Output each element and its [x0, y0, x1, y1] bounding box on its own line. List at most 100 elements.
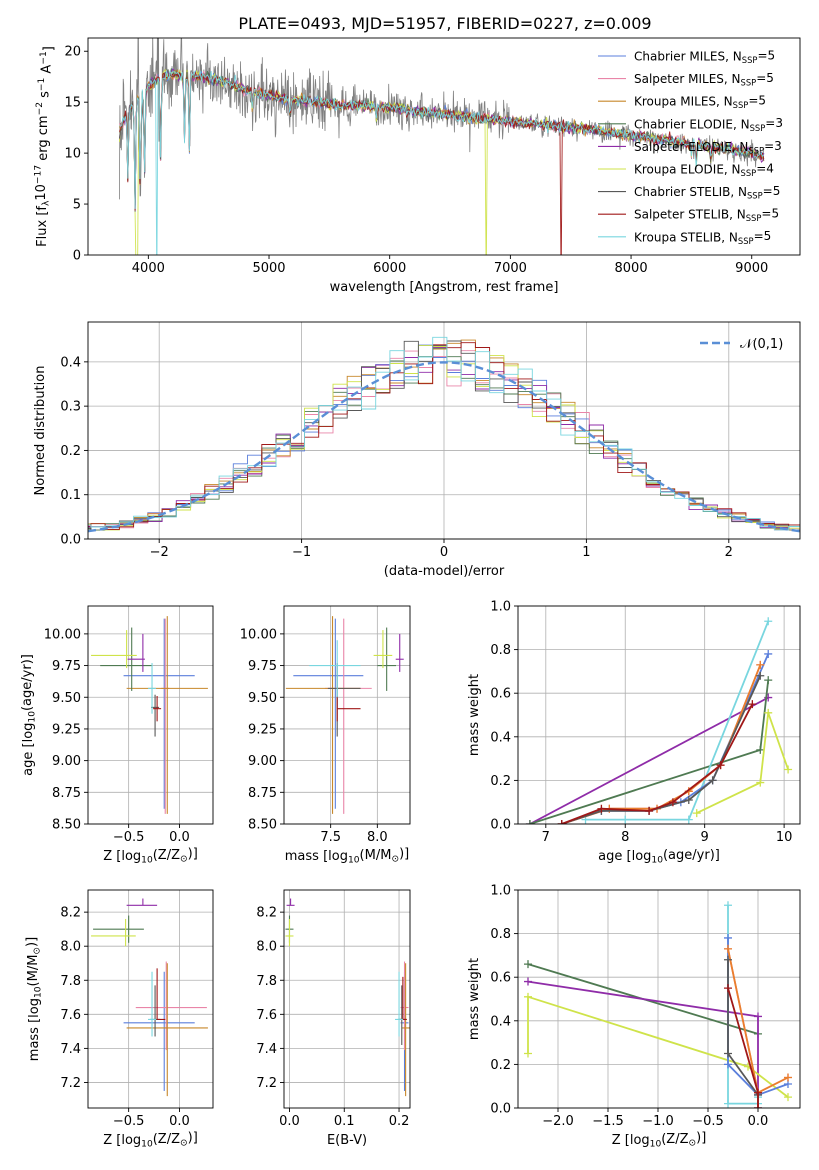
model-spectrum-kroupa-stelib: [119, 70, 765, 255]
y-axis-label: mass [log10(M/M⊙)]: [25, 937, 44, 1061]
axes-spine: [517, 605, 801, 825]
weight-point: [724, 901, 732, 910]
weight-series-salpeter-stelib: [724, 984, 762, 1108]
y-axis-label: Normed distribution: [33, 366, 48, 496]
y-tick-label: 0.6: [490, 687, 511, 702]
weight-point: [784, 1093, 792, 1102]
x-tick-label: 7.5: [320, 830, 341, 845]
weight-point: [645, 806, 654, 815]
y-tick-label: 0.0: [490, 818, 511, 833]
y-tick-label: 0.4: [490, 730, 511, 745]
errorbar-salpeter-miles: [161, 618, 170, 814]
y-tick-label: 9.25: [52, 722, 81, 737]
errorbar-kroupa-miles: [285, 616, 361, 814]
axes-spine: [283, 605, 411, 825]
x-tick-label: 7000: [494, 261, 527, 276]
y-tick-label: 8.75: [52, 786, 81, 801]
weight-series-kroupa-stelib: [581, 617, 773, 824]
gaussian-reference-line: [88, 361, 800, 533]
y-tick-label: 9.75: [248, 659, 277, 674]
y-tick-label: 0.8: [490, 927, 511, 942]
errorbar-salpeter-miles: [135, 961, 207, 1051]
axes-spine: [517, 889, 801, 1109]
x-axis-label: Z [log10(Z/Z⊙)]: [612, 1131, 707, 1150]
weight-point: [524, 992, 532, 1001]
x-tick-label: 0: [440, 545, 448, 560]
figure-title: PLATE=0493, MJD=51957, FIBERID=0227, z=0…: [238, 14, 651, 33]
weight-point: [716, 761, 725, 770]
y-tick-label: 8.50: [52, 818, 81, 833]
y-tick-label: 0.4: [490, 1014, 511, 1029]
errorbar-kroupa-miles: [126, 616, 208, 814]
errorbar-salpeter-elodie: [286, 898, 295, 906]
x-axis-label: wavelength [Angstrom, rest frame]: [330, 280, 559, 295]
weight-series-chabrier-miles: [557, 649, 773, 824]
y-tick-label: 0.4: [60, 355, 81, 370]
x-tick-label: −2: [150, 545, 169, 560]
y-tick-label: 7.4: [60, 1042, 81, 1057]
weight-point: [764, 676, 773, 685]
weight-point: [524, 960, 532, 969]
axes-spine: [87, 889, 214, 1109]
weight-point: [724, 1060, 732, 1069]
weight-point: [724, 1049, 732, 1058]
y-axis-label: mass weight: [467, 674, 482, 756]
x-axis-label: Z [log10(Z/Z⊙)]: [103, 847, 198, 866]
x-tick-label: 8000: [615, 261, 648, 276]
weight-point: [756, 671, 765, 680]
x-tick-label: 7: [542, 830, 550, 845]
x-axis-label: Z [log10(Z/Z⊙)]: [103, 1131, 198, 1150]
weight-point: [597, 804, 606, 813]
plot-area: [285, 898, 410, 1097]
weight-point: [784, 1073, 792, 1082]
axes-frame: −2.0 −1.5 −1.0 −0.5 0.0 0.0 0.2 0.4 0.6 0.8 1.0 Z […: [467, 884, 801, 1150]
errorbar-kroupa-elodie: [91, 630, 137, 669]
y-tick-label: 10.00: [240, 627, 277, 642]
axes-frame: 4000 5000 6000 7000 8000 9000 0 5 10 15 20 waveleng…: [33, 37, 801, 295]
y-axis-label: Flux [fλ10−17 erg cm−2 s−1 A−1]: [33, 46, 56, 247]
x-tick-label: −1.5: [592, 1114, 624, 1129]
plot-area: [525, 617, 793, 824]
errorbar-kroupa-elodie: [373, 630, 393, 669]
x-tick-label: 9: [701, 830, 709, 845]
weight-point: [724, 955, 732, 964]
errorbar-kroupa-stelib: [148, 971, 157, 1037]
legend: 𝒩(0,1): [700, 337, 783, 352]
legend-entry: Salpeter MILES, NSSP=5: [634, 71, 774, 88]
axes-spine: [87, 605, 214, 825]
y-tick-label: 8.0: [60, 940, 81, 955]
weight-point: [684, 796, 693, 805]
y-tick-label: 7.6: [256, 1008, 277, 1023]
axes-spine: [283, 889, 411, 1109]
errorbar-salpeter-stelib: [336, 695, 361, 722]
weight-point: [524, 977, 532, 986]
panel-mass-Z: −0.5 0.0 7.2 7.4 7.6 7.8 8.0 8.2 Z [log10(Z/Z⊙)]…: [25, 889, 214, 1150]
weight-point: [784, 765, 793, 774]
y-tick-label: 20: [64, 45, 81, 60]
weight-point: [684, 815, 693, 824]
weight-line: [529, 696, 769, 824]
errorbar-chabrier-miles: [293, 618, 364, 809]
errorbar-chabrier-elodie: [93, 915, 144, 943]
y-tick-label: 0.2: [490, 1058, 511, 1073]
weight-point: [756, 745, 765, 754]
axes-spine: [87, 37, 801, 256]
y-tick-label: 9.00: [248, 754, 277, 769]
plot-area: [524, 901, 792, 1108]
x-tick-label: 0.2: [389, 1114, 410, 1129]
x-axis-label: E(B-V): [327, 1133, 367, 1148]
x-tick-label: 2: [725, 545, 733, 560]
y-tick-label: 0.6: [490, 971, 511, 986]
y-tick-label: 0.1: [60, 488, 81, 503]
errorbar-salpeter-elodie: [127, 633, 145, 672]
y-tick-label: 10.00: [44, 627, 81, 642]
y-tick-label: 9.00: [52, 754, 81, 769]
errorbar-kroupa-stelib: [395, 971, 404, 1037]
x-tick-label: −0.5: [113, 1114, 145, 1129]
weight-line: [561, 653, 770, 824]
x-tick-label: 8: [621, 830, 629, 845]
errorbar-kroupa-miles: [126, 963, 208, 1097]
panel-mass-ebv: 0.0 0.1 0.2 7.2 7.4 7.6 7.8 8.0 8.2 E(B-V): [256, 889, 411, 1148]
x-tick-label: 0.0: [748, 1114, 769, 1129]
y-axis-label: age [log10(age/yr)]: [20, 654, 38, 776]
